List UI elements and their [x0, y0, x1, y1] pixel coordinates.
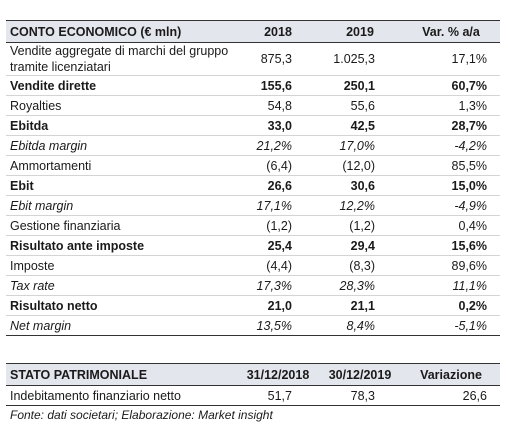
value-cell: 1.025,3	[318, 42, 402, 76]
row-label: Risultato netto	[6, 295, 238, 316]
row-label: Tax rate	[6, 275, 238, 296]
value-cell: -4,2%	[402, 135, 500, 156]
table-row: Ebit margin 17,1% 12,2% -4,9%	[6, 195, 500, 216]
value-cell: 17,0%	[318, 135, 402, 156]
header-row: STATO PATRIMONIALE 31/12/2018 30/12/2019 Va…	[6, 363, 500, 386]
value-cell: 26,6	[402, 385, 500, 406]
value-cell: 15,6%	[402, 235, 500, 256]
value-cell: 1,3%	[402, 95, 500, 116]
value-cell: 875,3	[238, 42, 318, 76]
header-cell: 30/12/2019	[318, 363, 402, 386]
value-cell: 15,0%	[402, 175, 500, 196]
value-cell: (1,2)	[238, 215, 318, 236]
value-cell: 85,5%	[402, 155, 500, 176]
value-cell: 89,6%	[402, 255, 500, 276]
row-label: Vendite dirette	[6, 75, 238, 96]
value-cell: 29,4	[318, 235, 402, 256]
value-cell: 11,1%	[402, 275, 500, 296]
table-row: Gestione finanziaria (1,2) (1,2) 0,4%	[6, 215, 500, 236]
value-cell: (6,4)	[238, 155, 318, 176]
header-cell: STATO PATRIMONIALE	[6, 363, 238, 386]
row-label: Risultato ante imposte	[6, 235, 238, 256]
value-cell: 21,1	[318, 295, 402, 316]
value-cell: 30,6	[318, 175, 402, 196]
value-cell: (4,4)	[238, 255, 318, 276]
table-row: Risultato ante imposte 25,4 29,4 15,6%	[6, 235, 500, 256]
value-cell: 55,6	[318, 95, 402, 116]
value-cell: 17,1%	[402, 42, 500, 76]
value-cell: 28,7%	[402, 115, 500, 136]
table-row: Ammortamenti (6,4) (12,0) 85,5%	[6, 155, 500, 176]
header-cell: 31/12/2018	[238, 363, 318, 386]
row-label: Ammortamenti	[6, 155, 238, 176]
value-cell: 78,3	[318, 385, 402, 406]
table-row: Risultato netto 21,0 21,1 0,2%	[6, 295, 500, 316]
value-cell: 54,8	[238, 95, 318, 116]
row-label: Ebit	[6, 175, 238, 196]
row-label: Net margin	[6, 315, 238, 336]
header-cell: Variazione	[402, 363, 500, 386]
row-label: Ebitda	[6, 115, 238, 136]
row-label: Gestione finanziaria	[6, 215, 238, 236]
value-cell: 155,6	[238, 75, 318, 96]
value-cell: (8,3)	[318, 255, 402, 276]
value-cell: 12,2%	[318, 195, 402, 216]
value-cell: (12,0)	[318, 155, 402, 176]
header-cell: Var. % a/a	[402, 20, 500, 43]
table-row: Vendite aggregate di marchi del gruppo t…	[6, 42, 500, 76]
income-table: CONTO ECONOMICO (€ mln) 2018 2019 Var. % a/…	[6, 20, 500, 336]
table-row: Net margin 13,5% 8,4% -5,1%	[6, 315, 500, 336]
footnote: Fonte: dati societari; Elaborazione: Mar…	[10, 408, 273, 422]
balance-table: STATO PATRIMONIALE 31/12/2018 30/12/2019 Va…	[6, 363, 500, 406]
value-cell: 33,0	[238, 115, 318, 136]
row-label: Imposte	[6, 255, 238, 276]
value-cell: 0,2%	[402, 295, 500, 316]
value-cell: (1,2)	[318, 215, 402, 236]
row-label: Ebit margin	[6, 195, 238, 216]
value-cell: 13,5%	[238, 315, 318, 336]
header-row: CONTO ECONOMICO (€ mln) 2018 2019 Var. % a/…	[6, 20, 500, 43]
header-cell: CONTO ECONOMICO (€ mln)	[6, 20, 238, 43]
value-cell: 60,7%	[402, 75, 500, 96]
row-label: Ebitda margin	[6, 135, 238, 156]
value-cell: 26,6	[238, 175, 318, 196]
value-cell: -5,1%	[402, 315, 500, 336]
row-label: Vendite aggregate di marchi del gruppo t…	[6, 42, 238, 76]
header-cell: 2019	[318, 20, 402, 43]
table-row: Imposte (4,4) (8,3) 89,6%	[6, 255, 500, 276]
table-row: Ebitda 33,0 42,5 28,7%	[6, 115, 500, 136]
value-cell: 21,0	[238, 295, 318, 316]
table-row: Tax rate 17,3% 28,3% 11,1%	[6, 275, 500, 296]
value-cell: -4,9%	[402, 195, 500, 216]
value-cell: 21,2%	[238, 135, 318, 156]
table-row: Ebitda margin 21,2% 17,0% -4,2%	[6, 135, 500, 156]
table-row: Ebit 26,6 30,6 15,0%	[6, 175, 500, 196]
value-cell: 51,7	[238, 385, 318, 406]
row-label: Indebitamento finanziario netto	[6, 385, 238, 406]
table-row: Indebitamento finanziario netto 51,7 78,3 2…	[6, 385, 500, 406]
value-cell: 17,1%	[238, 195, 318, 216]
value-cell: 42,5	[318, 115, 402, 136]
table-row: Royalties 54,8 55,6 1,3%	[6, 95, 500, 116]
value-cell: 0,4%	[402, 215, 500, 236]
value-cell: 250,1	[318, 75, 402, 96]
value-cell: 28,3%	[318, 275, 402, 296]
value-cell: 25,4	[238, 235, 318, 256]
table-row: Vendite dirette 155,6 250,1 60,7%	[6, 75, 500, 96]
header-cell: 2018	[238, 20, 318, 43]
value-cell: 17,3%	[238, 275, 318, 296]
row-label: Royalties	[6, 95, 238, 116]
value-cell: 8,4%	[318, 315, 402, 336]
